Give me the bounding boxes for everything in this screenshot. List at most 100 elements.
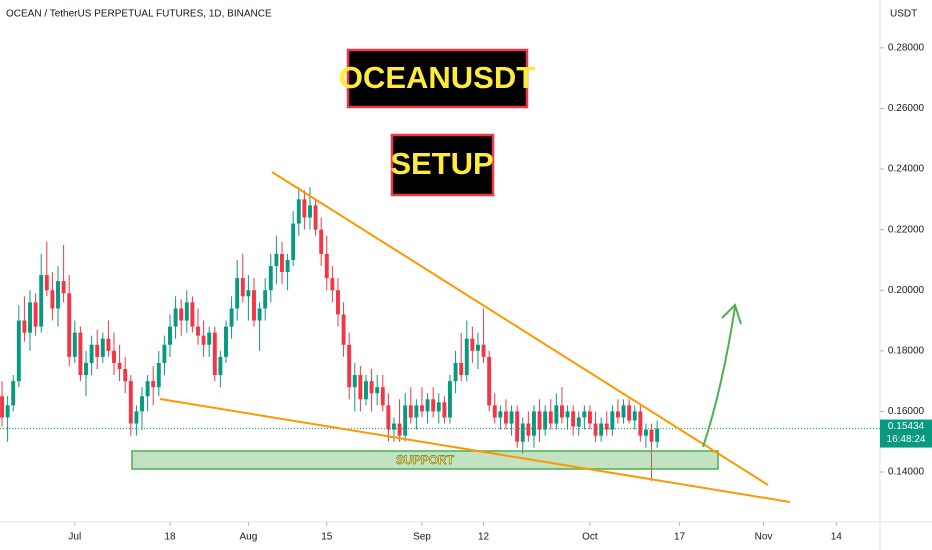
x-tick-label: Jul	[68, 532, 81, 543]
x-tick-label: Sep	[413, 532, 431, 543]
candle-body	[235, 278, 240, 309]
candle-body	[504, 411, 508, 424]
candle-body	[649, 429, 654, 442]
candle-body	[190, 302, 195, 327]
candle-body	[375, 387, 380, 394]
candle-body	[100, 338, 105, 357]
candle-body	[476, 344, 480, 351]
candle-body	[274, 253, 279, 266]
candle-body	[67, 293, 72, 357]
candle-body	[386, 405, 391, 430]
candle-body	[582, 411, 587, 418]
candle-body	[207, 332, 212, 345]
candle-body	[481, 344, 486, 357]
candle-body	[492, 405, 497, 418]
candle-body	[453, 362, 458, 382]
x-tick-label: 12	[478, 532, 490, 543]
candle-body	[61, 281, 66, 294]
x-tick-label: 14	[831, 532, 843, 543]
x-tick-label: Oct	[582, 532, 598, 543]
candle-body	[380, 387, 385, 406]
candle-body	[308, 205, 312, 218]
candle-body	[638, 411, 643, 436]
candle-body	[621, 405, 626, 418]
candle-body	[112, 350, 116, 363]
candle-body	[313, 205, 318, 230]
candle-body	[571, 411, 576, 427]
candle-body	[341, 314, 346, 345]
y-tick-label: 0.22000	[888, 224, 925, 235]
drawings: SUPPORT OCEANUSDT SETUP	[131, 48, 791, 503]
x-tick-label: 15	[321, 532, 333, 543]
y-tick-label: 0.18000	[888, 345, 925, 356]
candle-body	[89, 344, 94, 363]
x-tick-label: Aug	[239, 532, 257, 543]
candle-body	[526, 423, 531, 436]
candle-body	[593, 423, 598, 436]
candle-body	[347, 344, 352, 388]
candle-body	[95, 344, 100, 357]
candle-body	[291, 223, 296, 260]
candle-body	[268, 265, 273, 291]
candle-body	[599, 423, 604, 436]
candle-body	[229, 308, 234, 327]
candle-body	[184, 302, 189, 321]
arrow	[702, 306, 736, 448]
candle-body	[252, 290, 256, 321]
candle-body	[140, 396, 144, 412]
candle-body	[0, 396, 4, 418]
candle-body	[78, 332, 83, 376]
candle-body	[464, 338, 469, 376]
setup-box	[390, 133, 495, 197]
candle-body	[431, 399, 436, 412]
countdown: 16:48:24	[887, 434, 926, 445]
candle-body	[196, 326, 200, 336]
candle-body	[84, 362, 88, 376]
candle-body	[397, 423, 402, 436]
y-tick-label: 0.14000	[888, 467, 925, 478]
x-tick-label: Nov	[755, 532, 773, 543]
candle-body	[537, 411, 542, 430]
candle-body	[218, 356, 223, 376]
candle-body	[587, 411, 592, 424]
candle-body	[565, 411, 570, 418]
candle-body	[128, 381, 133, 424]
lower-trendline	[159, 398, 791, 503]
candle-body	[520, 423, 525, 442]
candles	[0, 187, 880, 482]
candle-body	[11, 381, 16, 406]
candle-body	[554, 405, 559, 424]
candle-body	[16, 320, 21, 382]
candle-body	[162, 344, 167, 363]
candle-body	[425, 399, 430, 412]
candle-body	[123, 369, 128, 382]
candle-body	[392, 423, 396, 430]
candle-body	[263, 290, 268, 309]
candle-body	[22, 320, 27, 333]
candle-body	[604, 423, 609, 430]
candle-body	[39, 275, 44, 327]
candle-body	[246, 290, 251, 297]
headline-box	[346, 48, 529, 109]
chart-title: OCEAN / TetherUS PERPETUAL FUTURES, 1D, …	[6, 9, 272, 20]
candle-body	[576, 417, 581, 427]
candle-body	[487, 356, 492, 406]
candle-body	[285, 259, 290, 273]
candle-body	[403, 405, 408, 436]
y-tick-label: 0.24000	[888, 164, 925, 175]
candle-body	[420, 405, 424, 412]
candle-body	[179, 308, 184, 321]
last-price-label: 0.15434	[888, 421, 925, 432]
candle-body	[414, 405, 419, 418]
candle-body	[408, 405, 413, 418]
setup: SETUP	[390, 146, 493, 181]
candle-body	[168, 326, 172, 345]
candle-body	[324, 253, 329, 279]
candle-body	[364, 381, 368, 400]
arrow-head	[721, 303, 742, 325]
y-tick-label: 0.20000	[888, 285, 925, 296]
candle-body	[369, 381, 374, 394]
candle-body	[509, 411, 514, 424]
candle-body	[548, 411, 553, 424]
